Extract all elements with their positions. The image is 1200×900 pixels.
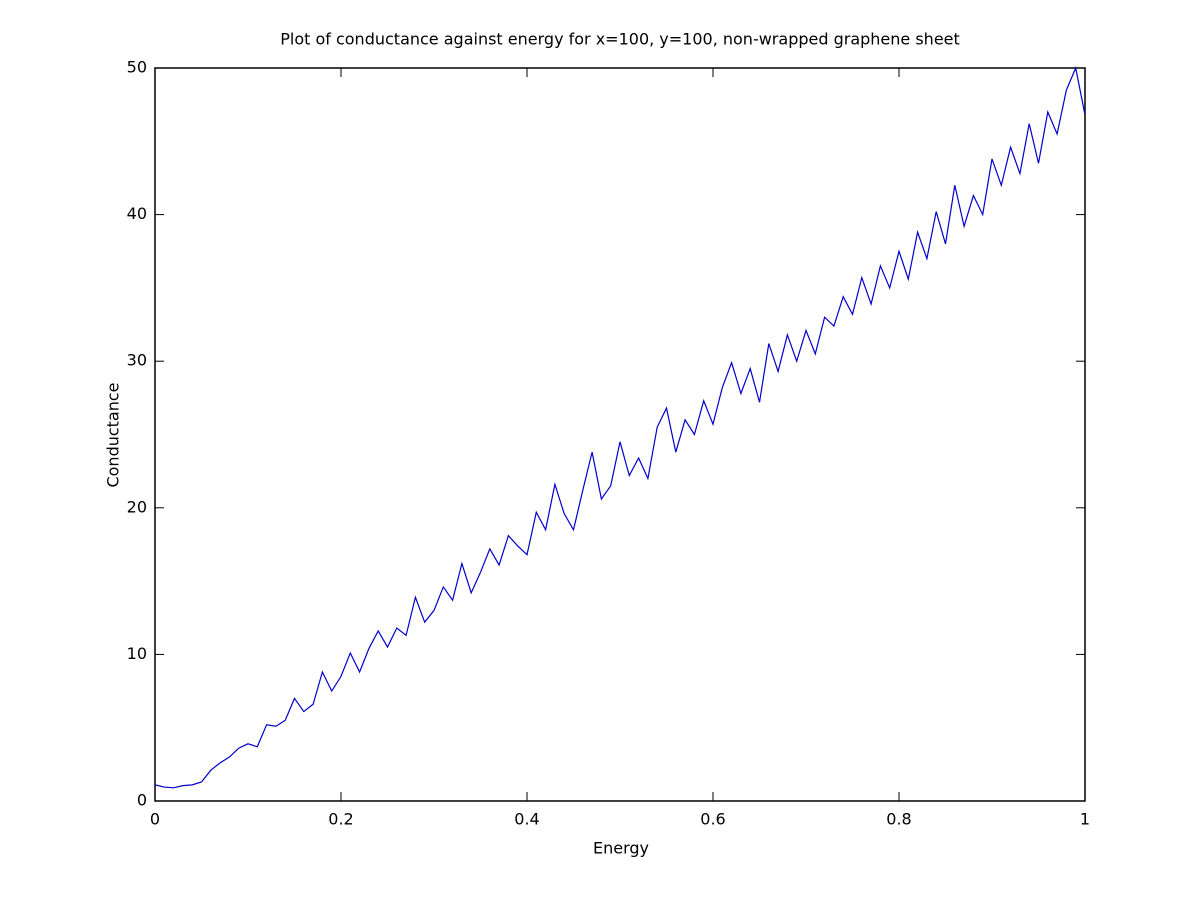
x-tick-label: 0.2 bbox=[328, 810, 353, 829]
y-tick-label: 40 bbox=[127, 204, 147, 223]
y-tick-label: 50 bbox=[127, 58, 147, 77]
x-tick-label: 0 bbox=[150, 810, 160, 829]
y-tick-label: 30 bbox=[127, 351, 147, 370]
chart-title: Plot of conductance against energy for x… bbox=[280, 30, 960, 49]
data-line bbox=[154, 65, 1086, 789]
x-axis-label: Energy bbox=[593, 839, 649, 858]
y-tick-label: 20 bbox=[127, 497, 147, 516]
y-axis-label: Conductance bbox=[104, 382, 123, 487]
y-tick-label: 10 bbox=[127, 644, 147, 663]
y-tick-label: 0 bbox=[137, 791, 147, 810]
x-tick-label: 1 bbox=[1080, 810, 1090, 829]
plot-frame bbox=[154, 67, 1086, 802]
x-tick-label: 0.4 bbox=[514, 810, 539, 829]
x-tick-label: 0.6 bbox=[700, 810, 725, 829]
x-tick-label: 0.8 bbox=[886, 810, 911, 829]
